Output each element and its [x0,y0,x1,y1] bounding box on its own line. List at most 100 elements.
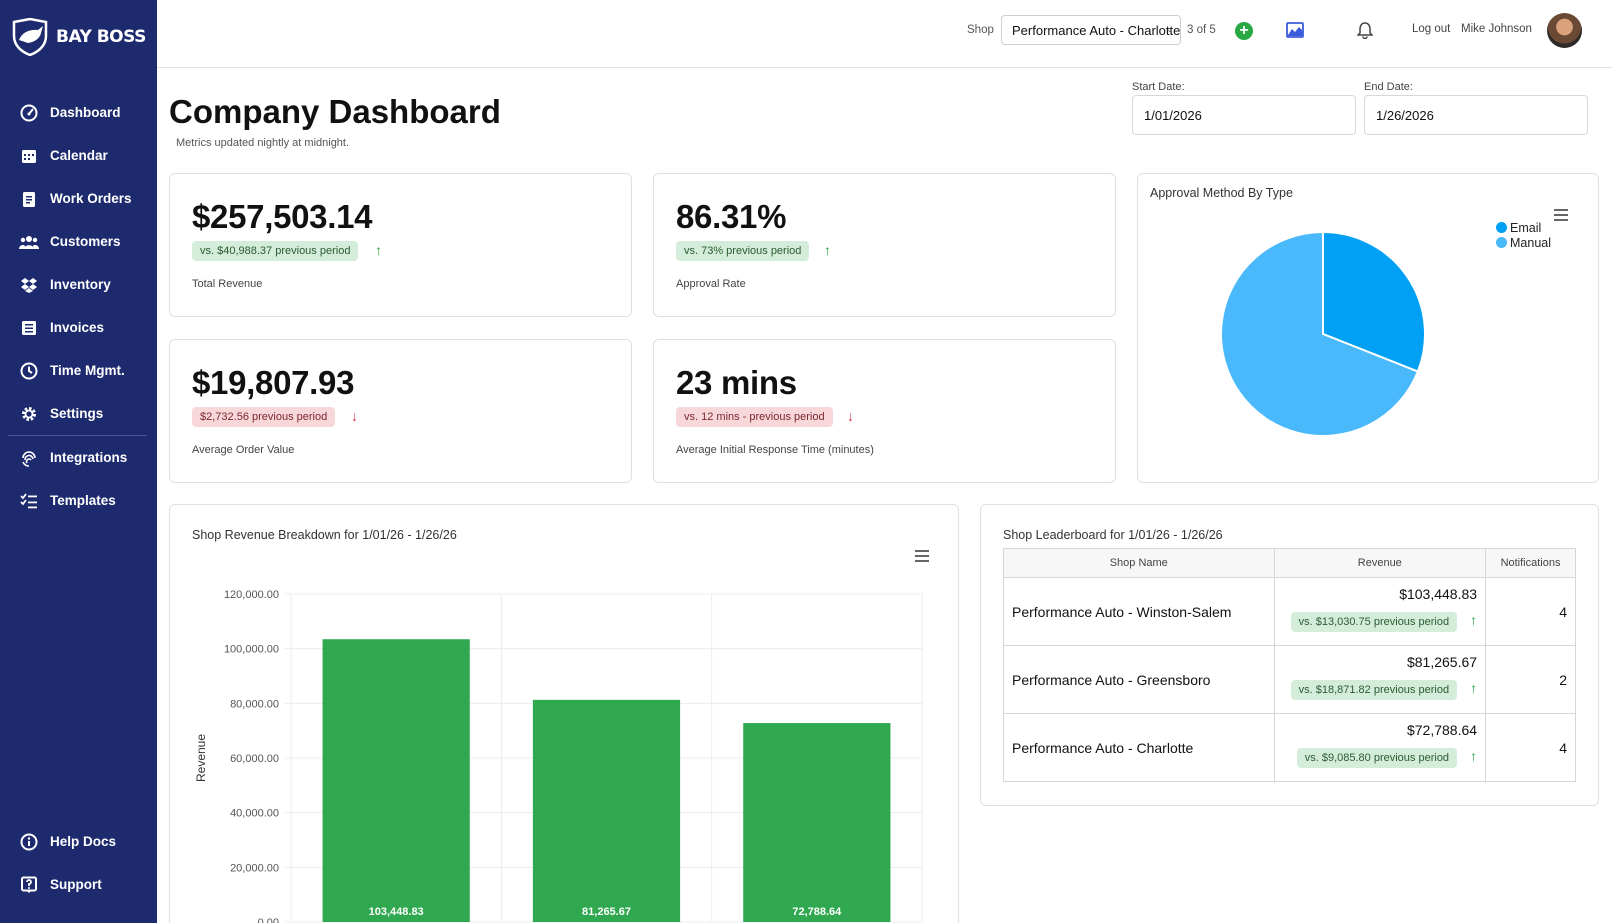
sidebar-item-time-mgmt[interactable]: Time Mgmt. [0,349,157,392]
metric-label: Average Order Value [192,444,295,456]
comparison-badge: vs. 73% previous period [676,241,810,261]
bar[interactable] [322,639,470,922]
info-icon [19,832,39,852]
nav-divider [8,435,147,436]
page-subtitle: Metrics updated nightly at midnight. [176,137,350,149]
sidebar-item-dashboard[interactable]: Dashboard [0,91,157,134]
sidebar-item-label: Dashboard [50,105,121,120]
y-tick-label: 40,000.00 [230,808,279,820]
chart-title: Approval Method By Type [1150,186,1293,200]
table-row[interactable]: Performance Auto - Winston-Salem $103,44… [1003,577,1576,646]
brand-name: BAY BOSS [56,27,146,47]
sidebar: BAY BOSS Dashboard Calendar Work Orders … [0,0,157,923]
question-icon [19,875,39,895]
notifications-cell: 4 [1485,577,1576,646]
table-row[interactable]: Performance Auto - Greensboro $81,265.67… [1003,645,1576,714]
sidebar-item-label: Help Docs [50,834,117,849]
sidebar-item-customers[interactable]: Customers [0,220,157,263]
revenue-value: $72,788.64 [1406,722,1478,738]
metric-card-average-order-value: $19,807.93 $2,732.56 previous period ↓ A… [169,339,632,483]
clipboard-icon [19,189,39,209]
sidebar-item-inventory[interactable]: Inventory [0,263,157,306]
sidebar-item-help-docs[interactable]: Help Docs [0,820,157,863]
approval-method-card: Approval Method By Type Email Manual [1137,173,1599,483]
table-row[interactable]: Performance Auto - Charlotte $72,788.64 … [1003,713,1576,782]
leaderboard-table: Shop Name Revenue Notifications Performa… [1003,548,1576,782]
start-date-label: Start Date: [1132,81,1185,93]
sidebar-item-label: Inventory [50,277,111,292]
shop-select[interactable]: Performance Auto - Charlotte ⌄ [1001,15,1181,45]
legend-item-email[interactable]: Email [1496,221,1551,236]
user-name: Mike Johnson [1461,23,1532,35]
revenue-cell: $81,265.67 vs. $18,871.82 previous perio… [1273,645,1487,714]
chart-title: Shop Revenue Breakdown for 1/01/26 - 1/2… [192,528,457,542]
start-date-input[interactable]: 1/01/2026 [1132,95,1356,135]
sidebar-item-support[interactable]: Support [0,863,157,906]
arrow-up-icon: ↑ [1470,748,1478,764]
shop-select-value: Performance Auto - Charlotte [1012,23,1181,38]
sidebar-item-label: Invoices [50,320,105,335]
sidebar-item-label: Customers [50,234,121,249]
sidebar-item-work-orders[interactable]: Work Orders [0,177,157,220]
metric-value: $257,503.14 [192,198,373,235]
sidebar-item-templates[interactable]: Templates [0,479,157,522]
metric-card-approval-rate: 86.31% vs. 73% previous period ↑ Approva… [653,173,1116,317]
gauge-icon [19,103,39,123]
calendar-icon [19,146,39,166]
column-header-notifications[interactable]: Notifications [1485,548,1576,578]
menu-icon[interactable] [915,550,929,565]
notifications-cell: 2 [1485,645,1576,714]
arrow-down-icon: ↓ [351,408,358,424]
pie-slice-manual[interactable] [1220,230,1420,437]
column-header-shop-name[interactable]: Shop Name [1003,548,1275,578]
bar[interactable] [532,699,681,922]
bar[interactable] [743,723,891,922]
add-shop-button[interactable]: + [1235,22,1253,40]
notifications-cell: 4 [1485,713,1576,782]
shop-name-cell: Performance Auto - Winston-Salem [1003,577,1275,646]
legend-item-manual[interactable]: Manual [1496,236,1551,251]
gear-icon [19,404,39,424]
checklist-icon [19,491,39,511]
pie-slice-email[interactable] [1322,230,1426,373]
comparison-badge: vs. $18,871.82 previous period [1290,680,1458,700]
legend-swatch [1496,222,1507,233]
rhino-logo-icon [12,18,48,56]
avatar[interactable] [1547,13,1582,48]
sidebar-item-label: Time Mgmt. [50,363,125,378]
area-chart-icon[interactable] [1286,22,1304,43]
arrow-up-icon: ↑ [1470,680,1478,696]
sidebar-item-label: Integrations [50,450,128,465]
shop-label: Shop [967,24,994,36]
sidebar-item-label: Work Orders [50,191,132,206]
arrow-down-icon: ↓ [847,408,854,424]
y-axis-label: Revenue [194,734,208,782]
top-bar: Shop Performance Auto - Charlotte ⌄ 3 of… [157,0,1612,68]
arrow-up-icon: ↑ [375,242,382,258]
y-tick-label: 80,000.00 [230,698,279,710]
sidebar-item-settings[interactable]: Settings [0,392,157,435]
comparison-badge: vs. $40,988.37 previous period [192,241,359,261]
y-tick-label: 100,000.00 [224,644,279,656]
menu-icon[interactable] [1554,209,1568,224]
brand-logo[interactable]: BAY BOSS [10,18,146,56]
sidebar-item-label: Support [50,877,102,892]
logout-link[interactable]: Log out [1412,23,1451,35]
y-tick-label: 60,000.00 [230,753,279,765]
column-header-revenue[interactable]: Revenue [1273,548,1487,578]
comparison-badge: vs. 12 mins - previous period [676,407,833,427]
bar-value-label: 103,448.83 [369,906,424,918]
metric-card-response-time: 23 mins vs. 12 mins - previous period ↓ … [653,339,1116,483]
users-icon [19,232,39,252]
sidebar-nav: Dashboard Calendar Work Orders Customers… [0,91,157,522]
fingerprint-icon [19,448,39,468]
bar-chart: 0.00 20,000.00 40,000.00 60,000.00 80,000.00… [194,589,923,923]
sidebar-item-invoices[interactable]: Invoices [0,306,157,349]
sidebar-item-integrations[interactable]: Integrations [0,436,157,479]
sidebar-item-calendar[interactable]: Calendar [0,134,157,177]
bell-icon[interactable] [1356,21,1374,44]
y-tick-label: 0.00 [258,917,279,923]
sidebar-item-label: Calendar [50,148,108,163]
comparison-badge: vs. $9,085.80 previous period [1296,748,1458,768]
end-date-input[interactable]: 1/26/2026 [1364,95,1588,135]
